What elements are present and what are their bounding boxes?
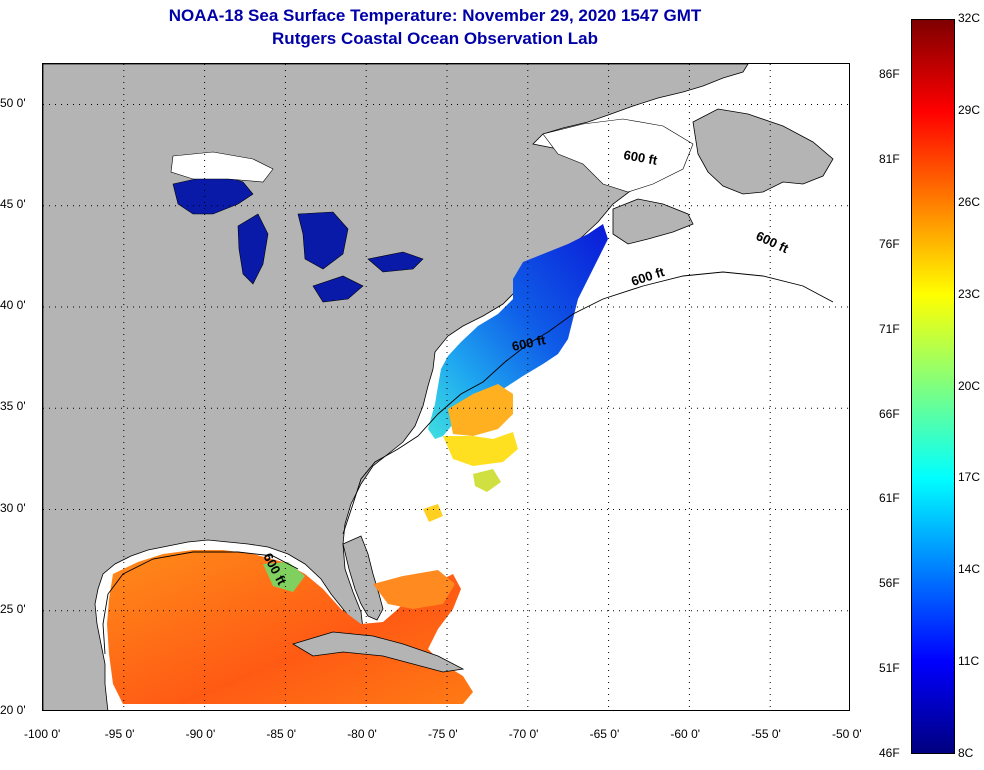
colorbar-celsius-label: 17C [958,470,981,485]
colorbar-fahrenheit-label: 46F [879,746,900,760]
longitude-tick-label: -65 0' [589,727,620,741]
isobath-600ft [102,271,834,655]
longitude-tick-label: -95 0' [104,727,135,741]
temperature-colorbar [911,19,955,754]
colorbar-celsius-label: 23C [958,286,981,301]
map-subtitle: Rutgers Coastal Ocean Observation Lab [272,29,598,48]
colorbar-celsius-label: 26C [958,194,981,209]
land-nova-scotia [612,198,694,245]
latitude-tick-label: 30 0' [0,500,26,515]
latitude-tick-label: 45 0' [0,196,26,211]
sst-northeast [428,224,608,439]
isobath-label: 600 ft [511,332,548,354]
colorbar-celsius-label: 11C [958,654,980,669]
longitude-tick-label: -80 0' [347,727,377,741]
colorbar-celsius-label: 20C [958,378,981,393]
latitude-tick-label: 25 0' [0,601,26,616]
sst-gulfstream [448,384,513,436]
hudson-white [170,151,274,183]
latitude-tick-label: 35 0' [0,399,26,414]
isobath-label: 600 ft [754,228,792,256]
colorbar-fahrenheit-label: 71F [879,321,900,336]
map-canvas: 600 ft 600 ft 600 ft 600 ft 600 ft [43,64,849,710]
st-lawrence-water [542,118,694,193]
sst-map: 600 ft 600 ft 600 ft 600 ft 600 ft [42,63,850,711]
longitude-tick-label: -70 0' [508,727,539,741]
longitude-tick-label: -50 0' [832,727,862,741]
longitude-tick-label: -75 0' [428,727,458,741]
sst-bahamas-region [373,570,455,609]
colorbar-fahrenheit-label: 86F [879,67,900,81]
colorbar-celsius-label: 32C [958,11,981,25]
colorbar-fahrenheit-label: 51F [879,661,900,676]
sst-patch-2 [423,504,443,522]
latitude-tick-label: 40 0' [0,298,26,312]
land-newfoundland [692,108,834,195]
colorbar-fahrenheit-label: 76F [879,236,900,251]
land-cuba [292,631,465,673]
great-lakes [172,173,424,303]
latitude-tick-label: 50 0' [0,95,26,110]
colorbar-celsius-label: 29C [958,102,981,117]
latitude-tick-label: 20 0' [0,703,26,717]
colorbar-fahrenheit-label: 81F [879,151,900,166]
colorbar-fahrenheit-label: 66F [879,406,900,421]
longitude-tick-label: -85 0' [266,727,297,741]
land-florida [342,535,384,621]
map-title: NOAA-18 Sea Surface Temperature: Novembe… [168,6,702,25]
land-north-america [43,64,749,710]
longitude-tick-label: -90 0' [185,727,216,741]
colorbar-celsius-label: 8C [958,746,974,760]
sst-gulfstream-yellow [443,432,518,466]
sst-green-patch [263,562,305,592]
longitude-tick-label: -60 0' [670,727,701,741]
colorbar-celsius-label: 14C [958,562,981,577]
longitude-tick-label: -55 0' [751,727,781,741]
sst-patch-1 [473,469,501,492]
longitude-tick-label: -100 0' [24,727,61,741]
graticule [43,64,849,710]
sst-gulf-of-mexico [107,550,473,704]
colorbar-fahrenheit-label: 61F [879,491,900,506]
isobath-label: 600 ft [622,147,659,168]
colorbar-fahrenheit-label: 56F [879,576,900,591]
